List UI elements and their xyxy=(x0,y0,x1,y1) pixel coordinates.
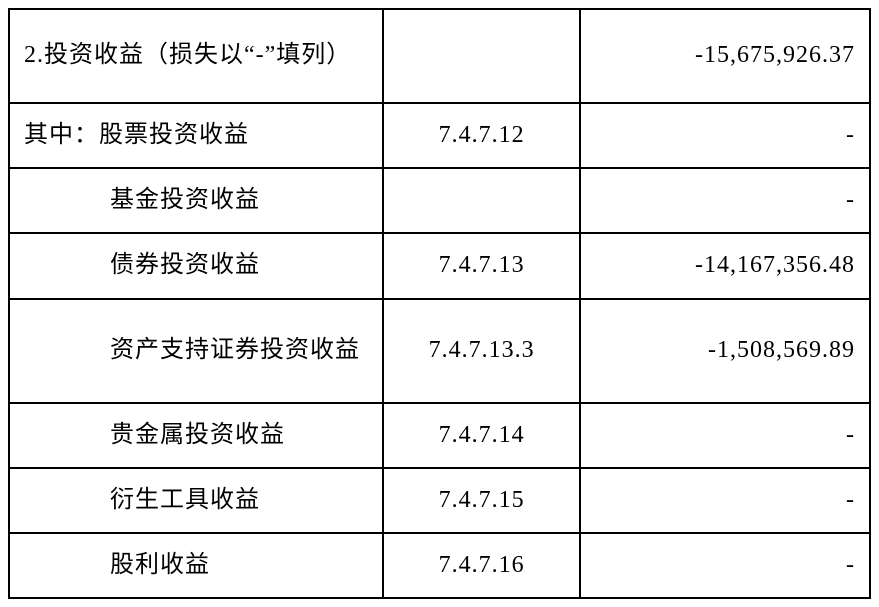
row-value: -14,167,356.48 xyxy=(580,233,870,298)
row-value: - xyxy=(580,103,870,168)
row-reference xyxy=(383,168,581,233)
row-value: - xyxy=(580,403,870,468)
table-body: 2.投资收益（损失以“-”填列）-15,675,926.37其中：股票投资收益7… xyxy=(9,9,870,598)
row-value: -15,675,926.37 xyxy=(580,9,870,103)
row-reference xyxy=(383,9,581,103)
row-reference: 7.4.7.15 xyxy=(383,468,581,533)
table-row: 资产支持证券投资收益7.4.7.13.3-1,508,569.89 xyxy=(9,299,870,403)
row-label: 贵金属投资收益 xyxy=(9,403,383,468)
row-reference: 7.4.7.14 xyxy=(383,403,581,468)
table-row: 基金投资收益 - xyxy=(9,168,870,233)
row-label: 资产支持证券投资收益 xyxy=(9,299,383,403)
row-label: 衍生工具收益 xyxy=(9,468,383,533)
row-reference: 7.4.7.12 xyxy=(383,103,581,168)
row-label: 债券投资收益 xyxy=(9,233,383,298)
row-reference: 7.4.7.13.3 xyxy=(383,299,581,403)
row-value: - xyxy=(580,168,870,233)
table-row: 贵金属投资收益7.4.7.14- xyxy=(9,403,870,468)
table-row: 其中：股票投资收益7.4.7.12- xyxy=(9,103,870,168)
row-label: 股利收益 xyxy=(9,533,383,598)
row-label: 2.投资收益（损失以“-”填列） xyxy=(9,9,383,103)
row-value: - xyxy=(580,468,870,533)
row-label: 基金投资收益 xyxy=(9,168,383,233)
row-value: - xyxy=(580,533,870,598)
row-value: -1,508,569.89 xyxy=(580,299,870,403)
table-row: 衍生工具收益7.4.7.15- xyxy=(9,468,870,533)
row-reference: 7.4.7.13 xyxy=(383,233,581,298)
financial-table: 2.投资收益（损失以“-”填列）-15,675,926.37其中：股票投资收益7… xyxy=(8,8,871,599)
table-row: 2.投资收益（损失以“-”填列） -15,675,926.37 xyxy=(9,9,870,103)
row-reference: 7.4.7.16 xyxy=(383,533,581,598)
table-row: 股利收益7.4.7.16- xyxy=(9,533,870,598)
table-row: 债券投资收益7.4.7.13-14,167,356.48 xyxy=(9,233,870,298)
row-label: 其中：股票投资收益 xyxy=(9,103,383,168)
